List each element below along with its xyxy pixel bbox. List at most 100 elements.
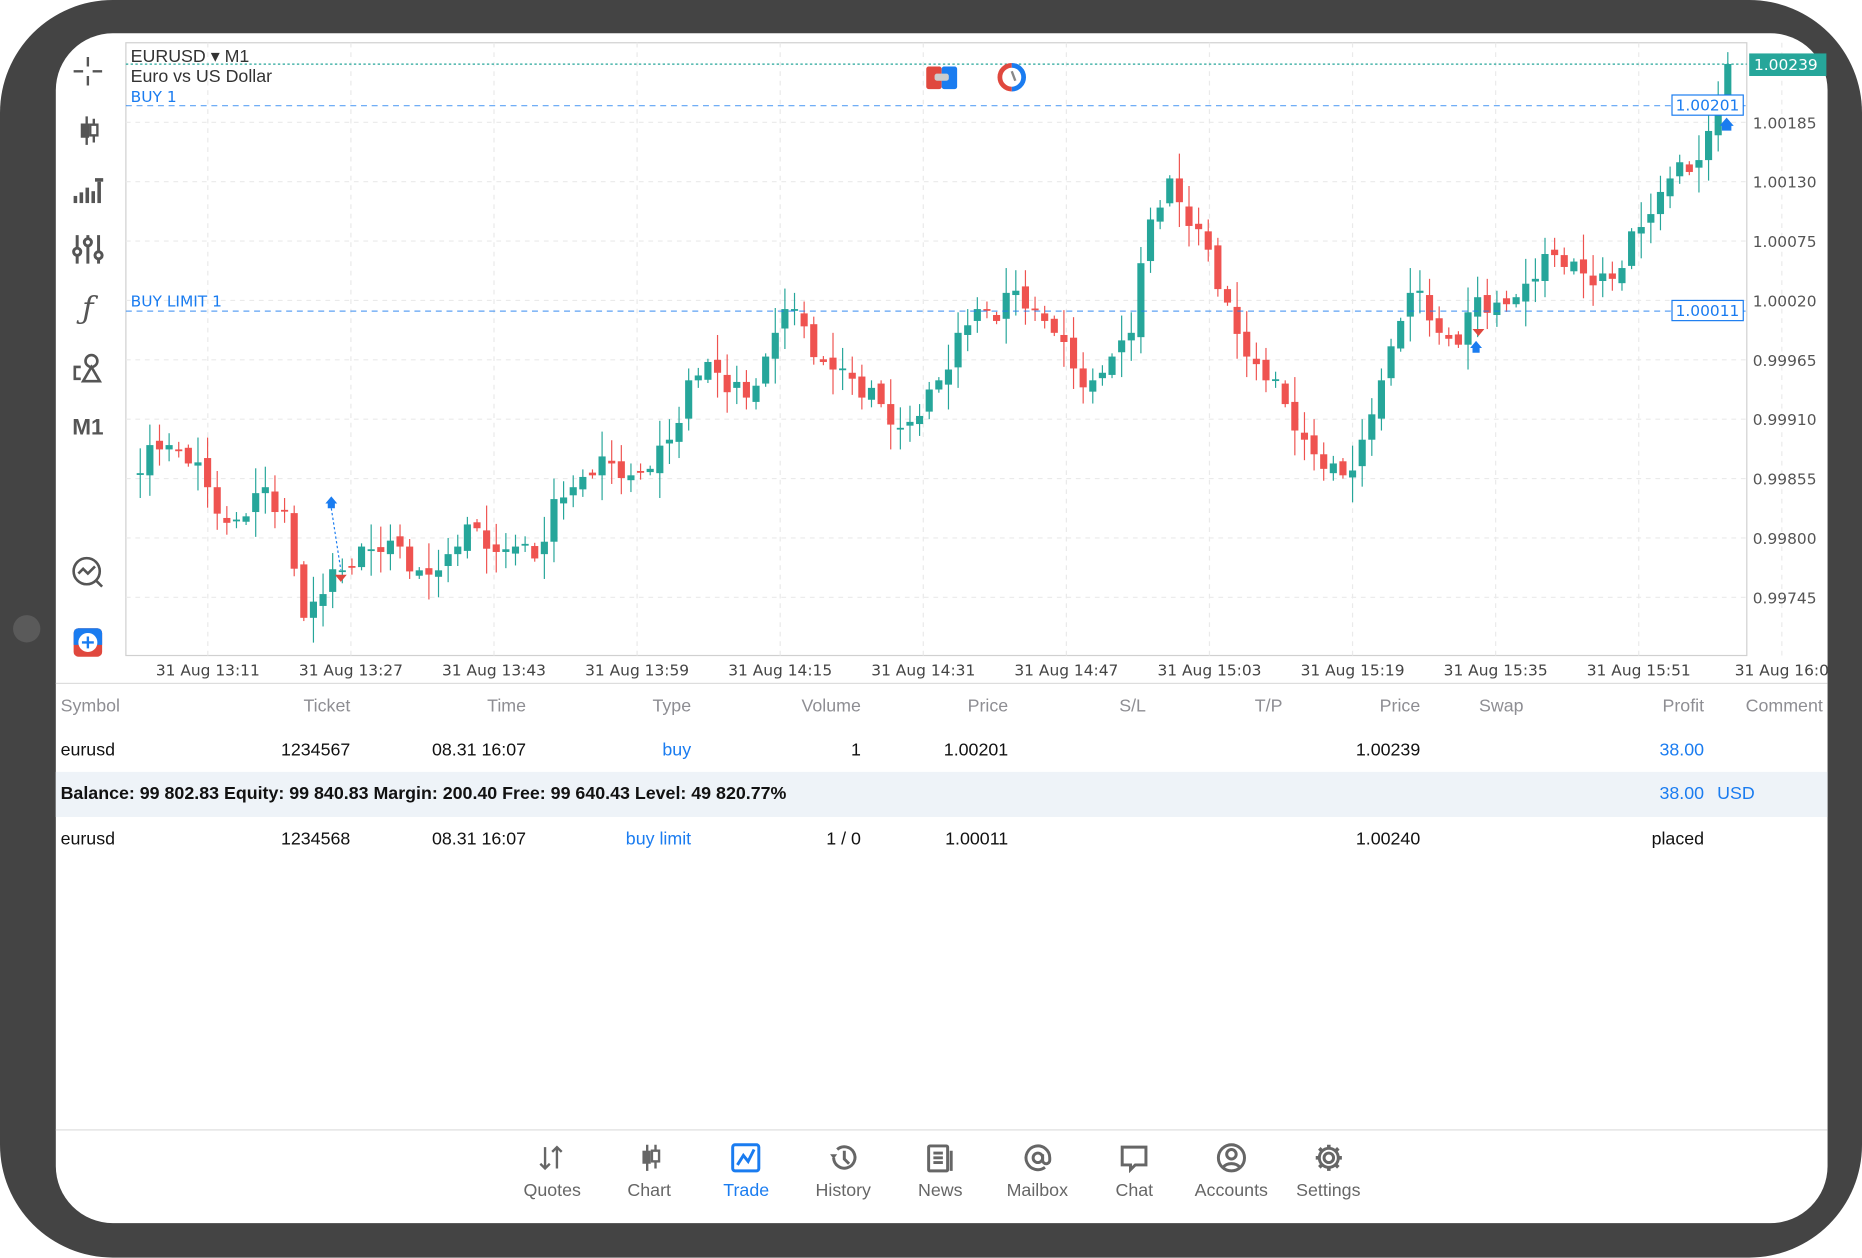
x-tick-label: 31 Aug 16:0 (1735, 662, 1829, 680)
candle-bull (261, 487, 269, 494)
volumes-icon[interactable] (69, 171, 107, 209)
history-icon (830, 1145, 857, 1170)
candle-bull (357, 546, 366, 568)
column-header[interactable]: T/P (1254, 695, 1283, 717)
one-click-trading-icon[interactable] (926, 66, 958, 90)
candle-bear (1223, 289, 1232, 303)
objects-icon[interactable] (69, 349, 107, 387)
candle-bear (1050, 318, 1058, 333)
chart-type-candles-icon[interactable] (69, 112, 107, 150)
candle-bear (1243, 331, 1251, 357)
column-header[interactable]: Price (967, 695, 1009, 717)
x-tick-label: 31 Aug 14:31 (871, 662, 975, 680)
buy-price-label: 1.00201 (1676, 96, 1740, 114)
crosshair-icon[interactable] (69, 52, 107, 90)
candle-bull (1705, 130, 1713, 161)
candle-bull (194, 462, 202, 466)
candle-bull (1272, 379, 1280, 382)
market-depth-icon[interactable] (997, 62, 1026, 92)
column-header[interactable]: Type (652, 695, 692, 717)
timeframe-button[interactable]: M1 (72, 415, 104, 441)
candle-bear (800, 313, 808, 327)
nav-news[interactable]: News (893, 1142, 988, 1201)
account-summary-row (55, 771, 1828, 817)
candle-bull (704, 361, 712, 380)
candle-bull (1137, 263, 1145, 338)
nav-chat[interactable]: Chat (1087, 1142, 1182, 1201)
cell-current: 1.00239 (1355, 739, 1421, 760)
candle-bull (1637, 227, 1645, 234)
candle-bear (1185, 206, 1193, 226)
candle-bear (1425, 295, 1434, 321)
candle-bull (781, 309, 789, 329)
buy-order-label: BUY 1 (131, 88, 177, 106)
current-price-tag (1749, 53, 1827, 76)
column-header[interactable]: Price (1379, 695, 1421, 717)
news-icon (926, 1144, 953, 1173)
nav-quotes[interactable]: Quotes (505, 1142, 600, 1201)
y-tick-label: 1.00130 (1753, 174, 1817, 192)
trading-signals-icon[interactable] (69, 553, 107, 591)
candle-bear (1435, 318, 1443, 333)
price-chart[interactable]: 1.00185 1.00130 1.00075 1.00020 0.99965 0.999… (0, 0, 1862, 689)
candle-bull (733, 381, 741, 388)
column-header[interactable]: Time (487, 695, 527, 717)
candle-bear (617, 461, 625, 479)
y-tick-label: 1.00075 (1753, 233, 1817, 251)
candle-bull (242, 516, 250, 522)
candle-bull (1349, 470, 1357, 478)
candle-bear (175, 449, 183, 452)
nav-chart[interactable]: Chart (602, 1142, 697, 1201)
candle-bull (1368, 414, 1376, 440)
column-header[interactable]: Ticket (303, 695, 351, 717)
candle-bull (665, 439, 673, 444)
column-header[interactable]: S/L (1119, 695, 1146, 717)
nav-label: Chat (1115, 1180, 1154, 1201)
column-header[interactable]: Symbol (60, 695, 120, 717)
candle-bull (550, 499, 558, 542)
candle-bull (1406, 292, 1414, 317)
chat-icon (1120, 1145, 1148, 1174)
screen (55, 33, 1828, 1224)
candle-bull (1166, 178, 1174, 204)
new-order-icon[interactable] (69, 623, 107, 661)
buy-arrow-icon (1719, 117, 1734, 131)
x-tick-label: 31 Aug 14:15 (728, 662, 832, 680)
nav-trade[interactable]: Trade (699, 1142, 794, 1201)
candle-bear (1310, 435, 1318, 455)
x-tick-label: 31 Aug 15:51 (1587, 662, 1691, 680)
column-header[interactable]: Swap (1478, 695, 1524, 717)
candle-bull (1493, 302, 1501, 316)
candle-bull (694, 375, 702, 381)
nav-accounts[interactable]: Accounts (1184, 1142, 1279, 1201)
nav-history[interactable]: History (796, 1142, 891, 1201)
candle-bear (1483, 295, 1491, 313)
candle-bear (281, 509, 289, 512)
symbol-label[interactable]: EURUSD ▾ M1 (131, 46, 250, 66)
candle-bull (1146, 219, 1155, 262)
candle-bear (396, 536, 404, 547)
candle-bear (877, 383, 885, 405)
column-header[interactable]: Volume (801, 695, 861, 717)
candle-bull (752, 385, 760, 402)
candle-bear (406, 546, 414, 572)
settings-icon (1315, 1144, 1342, 1171)
candle-bear (1281, 383, 1289, 405)
column-header[interactable]: Comment (1745, 695, 1823, 717)
candle-bull (146, 445, 154, 476)
cell-profit: placed (1651, 828, 1705, 850)
candle-bear (290, 513, 298, 569)
function-icon[interactable]: ƒ (82, 290, 94, 327)
y-tick-label: 1.00185 (1753, 114, 1817, 132)
candle-bull (502, 549, 510, 552)
buy-limit-price-label: 1.00011 (1676, 302, 1740, 320)
nav-mailbox[interactable]: Mailbox (990, 1142, 1085, 1201)
x-tick-label: 31 Aug 13:59 (585, 662, 689, 680)
candle-bear (1195, 223, 1203, 230)
candle-bear (483, 530, 491, 549)
column-header[interactable]: Profit (1662, 695, 1705, 717)
indicators-settings-icon[interactable] (69, 230, 107, 268)
candle-bear (271, 491, 279, 513)
candle-bear (1291, 401, 1299, 431)
nav-settings[interactable]: Settings (1281, 1142, 1376, 1201)
